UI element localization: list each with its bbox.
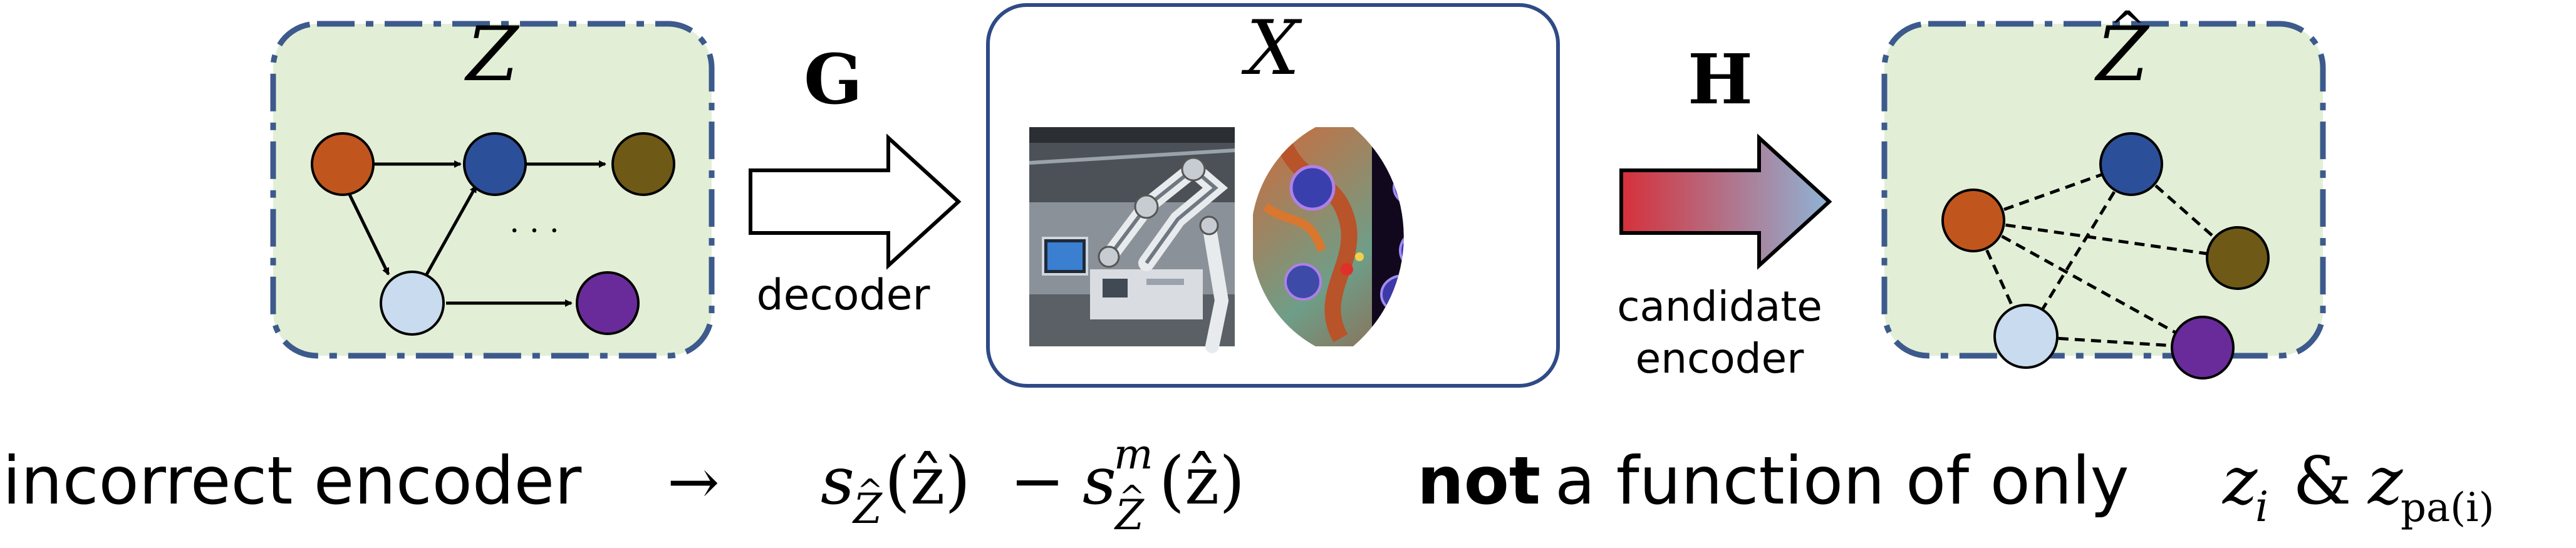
score-s1-arg: (ẑ) [885,443,970,519]
statement-arrow: → [667,445,720,519]
statement-amp: & [2293,443,2351,519]
edge-lightblue-blue [424,185,478,277]
estimate-graph-panel: Z ^ [1881,2,2326,380]
robot-arm-photo [1029,127,1235,353]
latent-label: Z [464,11,520,98]
statement-not: not [1417,443,1540,519]
score-s1-sub: Z [852,485,883,533]
score-minus: − [1010,443,1065,519]
var-z-i: z [2221,443,2258,519]
edge-orange-lightblue [341,180,390,276]
estimate-node-orange [1941,189,2005,252]
latent-node-olive [611,132,675,196]
latent-ellipsis: · · · [509,212,559,249]
estimate-node-blue [2099,132,2163,196]
score-s1: s [821,443,854,519]
encoder-arrow-group: H candidate encoder [1617,39,1832,383]
latent-node-lightblue [380,271,445,336]
dedge-orange-olive [1973,219,2238,260]
observation-panel: X [986,3,1560,388]
score-s2-sub-hat: ^ [1119,478,1145,515]
decoder-symbol: G [804,39,863,120]
decoder-arrow-shape [749,133,962,270]
statement-function-of-only: a function of only [1555,443,2129,519]
encoder-caption-line2: encoder [1636,334,1805,383]
score-s1-sub-hat: ^ [857,472,883,509]
dedge-orange-purple [1972,219,2204,349]
decoder-caption: decoder [757,271,930,320]
bottom-statement: incorrect encoder → s Z ^ (ẑ) − s m Z ^ … [3,430,2495,539]
var-z-i-sub: i [2255,483,2268,531]
estimate-node-purple [2171,316,2235,380]
score-s2-sup: m [1114,430,1153,478]
latent-edges [341,160,606,307]
observation-label: X [1241,5,1302,92]
score-s2: s [1083,443,1116,519]
var-z-pa: z [2367,443,2403,519]
estimate-label: Z [2094,11,2150,98]
decoder-arrow-group: G decoder [749,39,962,320]
estimate-node-olive [2206,226,2270,290]
encoder-arrow-shape [1619,133,1832,270]
latent-node-purple [576,271,640,335]
encoder-caption-line1: candidate [1617,282,1822,331]
encoder-symbol: H [1688,39,1753,120]
score-s2-sub: Z [1114,491,1145,539]
var-z-pa-sub: pa(i) [2401,485,2495,531]
latent-node-orange [311,132,375,196]
estimate-node-lightblue [1993,304,2059,369]
estimate-hat: ^ [2109,2,2146,53]
dedge-blue-lightblue [2024,163,2133,338]
latent-node-blue [463,132,527,196]
statement-incorrect-encoder: incorrect encoder [3,443,582,519]
latent-graph-panel: Z · · · [270,11,715,359]
score-s2-arg: (ẑ) [1159,443,1245,519]
